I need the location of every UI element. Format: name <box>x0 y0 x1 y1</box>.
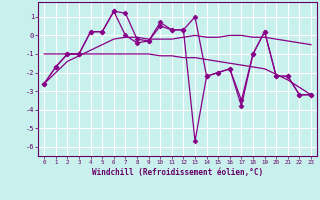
X-axis label: Windchill (Refroidissement éolien,°C): Windchill (Refroidissement éolien,°C) <box>92 168 263 177</box>
